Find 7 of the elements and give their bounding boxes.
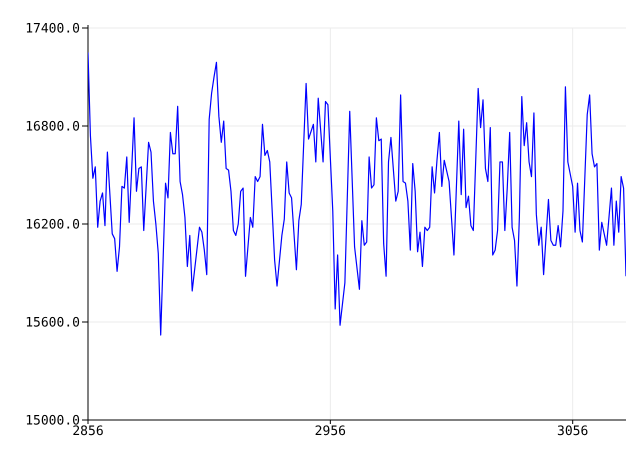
line-series xyxy=(88,52,626,336)
x-tick-label: 2956 xyxy=(314,424,346,439)
y-tick-label: 16800.0 xyxy=(25,120,80,135)
x-tick-label: 3056 xyxy=(557,424,588,439)
y-tick-label: 16200.0 xyxy=(25,218,80,233)
y-tick-label: 17400.0 xyxy=(25,22,80,37)
y-tick-label: 15600.0 xyxy=(25,316,80,331)
